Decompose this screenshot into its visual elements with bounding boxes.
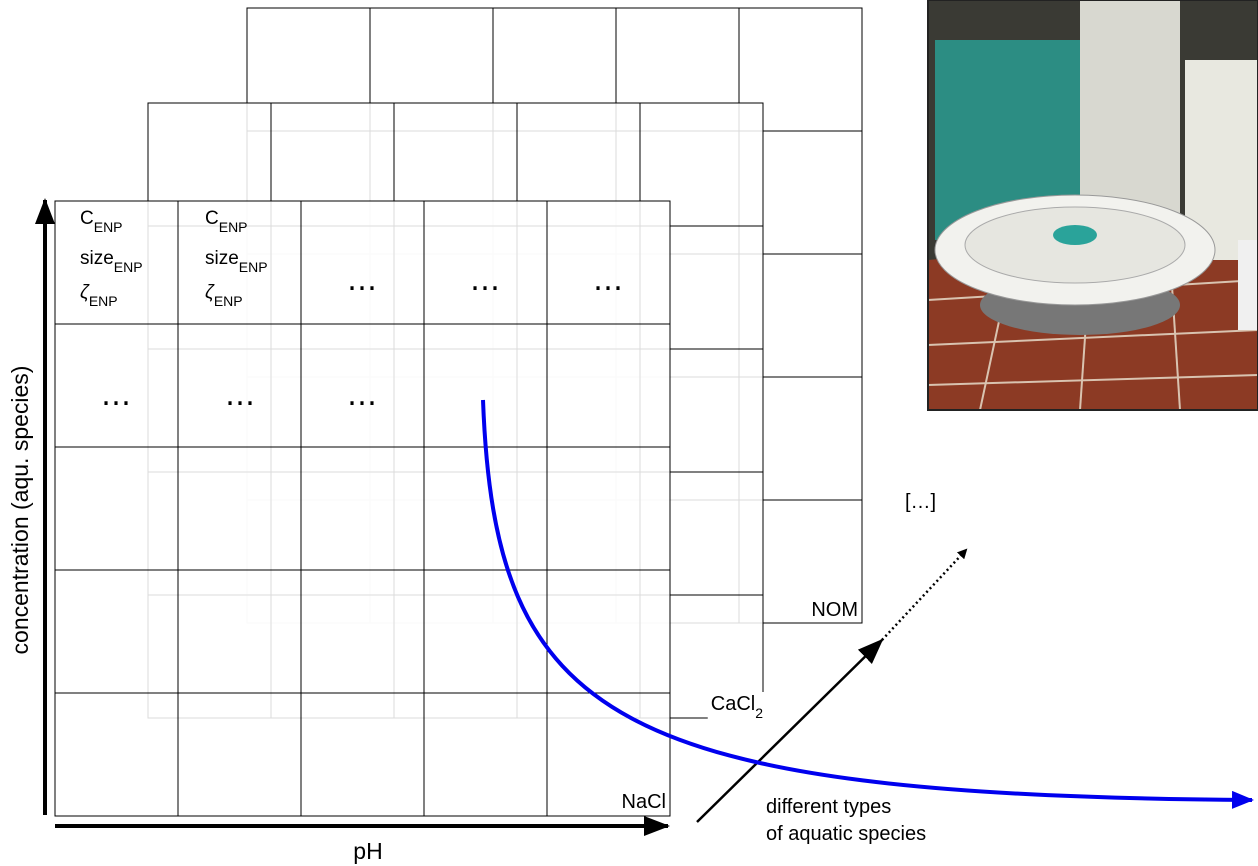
photo bbox=[927, 0, 1258, 411]
layer-label-text: CaCl bbox=[711, 693, 755, 715]
trend-curve bbox=[481, 399, 1254, 809]
layer-label: NOM bbox=[811, 599, 858, 621]
ellipsis: … bbox=[347, 263, 377, 298]
layer-background bbox=[55, 201, 670, 816]
cell-text-sub: ENP bbox=[114, 259, 143, 275]
layer-label-bg bbox=[808, 598, 861, 622]
cell-text-sub: ENP bbox=[94, 219, 123, 235]
cell-text-main: C bbox=[205, 208, 219, 229]
diagonal-axis-dotted bbox=[881, 548, 968, 641]
cell-text: sizeENP bbox=[205, 248, 268, 275]
layer-label: NaCl bbox=[622, 791, 666, 813]
cell-text: sizeENP bbox=[80, 248, 143, 275]
cell-text-main: ζ bbox=[205, 282, 215, 303]
x-axis-label: pH bbox=[353, 838, 382, 864]
cell-text: CENP bbox=[80, 208, 123, 235]
cell-text-main: size bbox=[80, 248, 114, 269]
cell-text: ζENP bbox=[80, 282, 118, 309]
cell-text-sub: ENP bbox=[214, 293, 243, 309]
y-axis-label: concentration (aqu. species) bbox=[7, 366, 33, 655]
cell-text: CENP bbox=[205, 208, 248, 235]
ellipsis: … bbox=[470, 263, 500, 298]
cell-text-sub: ENP bbox=[89, 293, 118, 309]
layer-label-text: NaCl bbox=[622, 791, 666, 813]
cell-text-main: ζ bbox=[80, 282, 90, 303]
grid-layer: NaCl bbox=[54, 200, 671, 817]
layer-label-bg bbox=[618, 790, 669, 814]
layer-label-text: NOM bbox=[811, 599, 858, 621]
layer-label-bg bbox=[707, 692, 767, 722]
ellipsis: … bbox=[593, 263, 623, 298]
cell-text-main: size bbox=[205, 248, 239, 269]
ellipsis: … bbox=[101, 378, 131, 413]
layer-label-sub: 2 bbox=[755, 705, 763, 721]
cell-text-sub: ENP bbox=[219, 219, 248, 235]
ellipsis: … bbox=[347, 378, 377, 413]
cell-text-main: C bbox=[80, 208, 94, 229]
cell-text-sub: ENP bbox=[239, 259, 268, 275]
diagonal-axis-label: different types bbox=[766, 796, 891, 818]
diagonal-axis bbox=[696, 638, 884, 823]
grid-cell bbox=[546, 692, 671, 817]
diagonal-axis-label: of aquatic species bbox=[766, 823, 926, 845]
ellipsis: … bbox=[225, 378, 255, 413]
more-label: […] bbox=[905, 491, 936, 513]
layer-label: CaCl2 bbox=[711, 693, 763, 721]
cell-text: ζENP bbox=[205, 282, 243, 309]
cell-texts: CENPsizeENPζENPCENPsizeENPζENP……………… bbox=[80, 208, 623, 413]
grid-layers: NOMCaCl2NaClCENPsizeENPζENPCENPsizeENPζE… bbox=[54, 7, 863, 817]
